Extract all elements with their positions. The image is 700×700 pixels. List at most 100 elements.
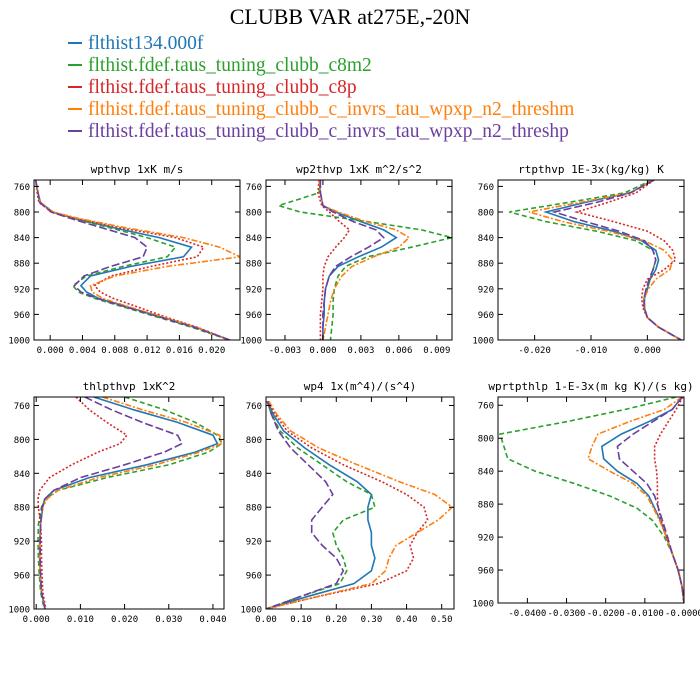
x-tick-label: -0.0400 xyxy=(508,609,546,619)
panel-title: wpthvp 1xK m/s xyxy=(91,163,184,176)
y-tick-label: 800 xyxy=(478,209,494,219)
series-line-4 xyxy=(616,397,684,603)
legend-label-3: flthist.fdef.taus_tuning_clubb_c_invrs_t… xyxy=(88,99,575,120)
panel-4: wp4 1x(m^4)/(s^4)76080084088092096010000… xyxy=(240,380,455,625)
legend-line-icon xyxy=(68,107,82,110)
y-tick-label: 960 xyxy=(246,572,262,582)
legend-line-icon xyxy=(68,129,82,132)
legend-label-4: flthist.fdef.taus_tuning_clubb_c_invrs_t… xyxy=(88,121,569,142)
series-line-0 xyxy=(318,180,398,340)
x-tick-label: 0.003 xyxy=(347,346,374,356)
y-tick-label: 1000 xyxy=(240,606,262,616)
panel-frame xyxy=(265,179,453,341)
series-line-2 xyxy=(37,397,128,609)
legend-label-0: flthist134.000f xyxy=(88,33,204,54)
series-line-1 xyxy=(266,400,376,609)
series-line-3 xyxy=(38,397,223,609)
y-tick-label: 920 xyxy=(14,538,30,548)
x-tick-label: 0.016 xyxy=(166,346,193,356)
x-tick-label: 0.012 xyxy=(134,346,161,356)
panel-3: thlpthvp 1xK^2 760 800 840 880 920 960 10000.00… xyxy=(8,380,226,625)
legend-line-icon xyxy=(68,85,82,88)
series-line-3 xyxy=(34,180,240,340)
panel-1: wp2thvp 1xK m^2/s^2 760 800 840 880 920 960 100… xyxy=(240,163,453,356)
x-tick-label: 0.40 xyxy=(396,615,418,625)
figure-title: CLUBB VAR at275E,-20N xyxy=(229,4,471,29)
x-tick-label: -0.0000 xyxy=(665,609,700,619)
y-tick-label: 960 xyxy=(14,311,30,321)
x-tick-label: -0.0300 xyxy=(548,609,586,619)
series-line-2 xyxy=(317,180,351,340)
y-tick-label: 880 xyxy=(246,260,262,270)
x-tick-label: -0.003 xyxy=(269,346,302,356)
panel-0: wpthvp 1xK m/s 760 800 840 880 920 960 1000 0.00… xyxy=(8,163,241,356)
y-tick-label: 880 xyxy=(246,504,262,514)
y-tick-label: 920 xyxy=(246,285,262,295)
y-tick-label: 840 xyxy=(14,234,30,244)
panel-frame xyxy=(33,396,225,610)
y-tick-label: 760 xyxy=(478,402,494,412)
x-tick-label: 0.000 xyxy=(309,346,336,356)
y-tick-label: 1000 xyxy=(472,600,494,610)
y-tick-label: 800 xyxy=(478,435,494,445)
series-line-3 xyxy=(318,180,411,340)
panel-title: wp4 1x(m^4)/(s^4) xyxy=(304,380,417,393)
y-tick-label: 840 xyxy=(14,470,30,480)
y-tick-label: 1000 xyxy=(240,337,262,347)
x-tick-label: 0.004 xyxy=(69,346,96,356)
y-tick-label: 920 xyxy=(478,534,494,544)
y-tick-label: 1000 xyxy=(8,337,30,347)
panel-frame xyxy=(33,179,241,341)
series-line-1 xyxy=(34,180,230,340)
y-tick-label: 800 xyxy=(246,209,262,219)
series-line-4 xyxy=(34,180,230,340)
y-tick-label: 920 xyxy=(14,285,30,295)
series-line-4 xyxy=(266,400,345,609)
x-tick-label: 0.00 xyxy=(255,615,277,625)
series-line-2 xyxy=(573,180,682,340)
x-tick-label: -0.020 xyxy=(518,346,551,356)
y-tick-label: 880 xyxy=(478,501,494,511)
panel-5: wprtpthlp 1-E-3x(m kg K)/(s kg) 760 800 840… xyxy=(472,380,700,619)
series-line-2 xyxy=(266,400,429,609)
y-tick-label: 880 xyxy=(478,260,494,270)
series-line-0 xyxy=(34,180,230,340)
series-line-0 xyxy=(543,180,682,340)
legend-line-icon xyxy=(68,63,82,66)
x-tick-label: 0.000 xyxy=(23,615,50,625)
y-tick-label: 800 xyxy=(14,209,30,219)
series-line-0 xyxy=(266,400,376,609)
y-tick-label: 840 xyxy=(246,234,262,244)
y-tick-label: 760 xyxy=(14,402,30,412)
y-tick-label: 920 xyxy=(478,285,494,295)
y-tick-label: 760 xyxy=(14,183,30,193)
y-tick-label: 840 xyxy=(478,234,494,244)
y-tick-label: 960 xyxy=(478,311,494,321)
y-tick-label: 800 xyxy=(246,436,262,446)
panel-2: rtpthvp 1E-3x(kg/kg) K 760 800 840 880 920 960… xyxy=(472,163,685,356)
legend-line-icon xyxy=(68,41,82,44)
x-tick-label: 0.020 xyxy=(198,346,225,356)
series-line-3 xyxy=(266,400,454,609)
series-line-4 xyxy=(39,397,184,609)
x-tick-label: 0.000 xyxy=(37,346,64,356)
x-tick-label: -0.010 xyxy=(575,346,608,356)
x-tick-label: 0.000 xyxy=(634,346,661,356)
y-tick-label: 760 xyxy=(246,402,262,412)
legend-entry-1: flthist.fdef.taus_tuning_clubb_c8m2 xyxy=(68,55,372,77)
legend-label-2: flthist.fdef.taus_tuning_clubb_c8p xyxy=(88,77,357,98)
panel-frame xyxy=(265,396,455,610)
y-tick-label: 920 xyxy=(246,538,262,548)
legend-entry-2: flthist.fdef.taus_tuning_clubb_c8p xyxy=(68,77,357,99)
y-tick-label: 760 xyxy=(478,183,494,193)
series-line-2 xyxy=(34,180,230,340)
y-tick-label: 800 xyxy=(14,436,30,446)
x-tick-label: -0.0100 xyxy=(626,609,664,619)
x-tick-label: 0.040 xyxy=(199,615,226,625)
legend-entry-3: flthist.fdef.taus_tuning_clubb_c_invrs_t… xyxy=(68,99,574,121)
x-tick-label: 0.30 xyxy=(361,615,383,625)
x-tick-label: 0.20 xyxy=(325,615,347,625)
y-tick-label: 880 xyxy=(14,504,30,514)
